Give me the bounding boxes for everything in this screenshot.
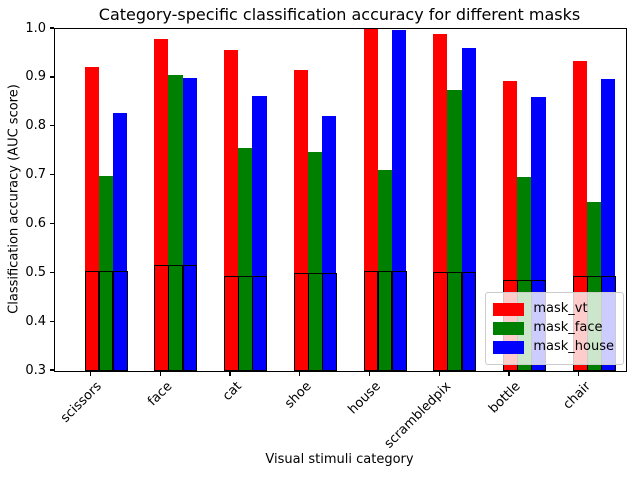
bar-mask_vt-scissors — [84, 67, 99, 371]
chance-box-scissors-mask_face — [98, 270, 114, 371]
y-tick-label-1.0: 1.0 — [25, 20, 46, 36]
x-tick-mark — [508, 371, 510, 376]
chance-box-face-mask_vt — [154, 264, 170, 371]
bar-mask_house-scissors — [112, 113, 128, 371]
y-tick-mark — [50, 125, 54, 127]
legend-entry-mask_face: mask_face — [493, 320, 614, 336]
y-tick-mark — [50, 76, 54, 78]
y-tick-label-0.9: 0.9 — [25, 69, 46, 85]
bar-mask_house-face — [182, 77, 197, 371]
chance-box-scissors-mask_vt — [84, 270, 100, 371]
chance-box-face-mask_face — [168, 264, 184, 371]
x-tick-mark — [229, 371, 231, 376]
bar-mask_face-scissors — [98, 175, 113, 371]
bar-mask_vt-face — [154, 38, 169, 371]
x-tick-label-chair: chair — [560, 379, 594, 413]
bar-mask_house-house — [391, 29, 407, 371]
y-tick-mark — [50, 173, 54, 176]
chance-box-scissors-mask_house — [112, 270, 128, 371]
legend-swatch-mask_vt — [493, 302, 525, 316]
chart-title: Category-specific classification accurac… — [98, 5, 581, 24]
y-tick-label-0.6: 0.6 — [25, 215, 46, 231]
x-tick-mark — [89, 371, 92, 376]
legend-label-mask_house: mask_house — [533, 339, 614, 354]
x-tick-label-scrambledpix: scrambledpix — [381, 379, 454, 452]
legend-swatch-mask_face — [493, 321, 525, 335]
x-tick-mark — [368, 371, 371, 376]
bar-mask_face-scrambledpix — [447, 89, 462, 371]
x-tick-mark — [578, 371, 580, 376]
bar-mask_face-shoe — [307, 152, 323, 371]
y-tick-mark — [50, 27, 54, 29]
legend: mask_vt mask_face mask_house — [485, 292, 624, 365]
chance-box-scrambledpix-mask_face — [447, 272, 463, 371]
x-tick-label-bottle: bottle — [486, 379, 524, 417]
legend-swatch-mask_house — [493, 340, 525, 354]
chance-box-scrambledpix-mask_house — [461, 272, 477, 371]
chance-box-cat-mask_vt — [224, 276, 239, 371]
chance-box-shoe-mask_house — [322, 273, 337, 371]
bar-mask_house-cat — [252, 95, 267, 371]
y-tick-mark — [50, 369, 54, 371]
x-tick-mark — [159, 371, 161, 376]
bar-mask_face-face — [168, 75, 183, 371]
bar-mask_face-cat — [238, 147, 253, 371]
legend-label-mask_face: mask_face — [533, 320, 603, 335]
chance-box-cat-mask_house — [252, 276, 268, 371]
y-tick-label-0.8: 0.8 — [25, 118, 46, 134]
bar-mask_vt-shoe — [293, 69, 308, 371]
bar-mask_face-house — [377, 169, 392, 371]
bar-mask_house-shoe — [322, 116, 337, 371]
chance-box-scrambledpix-mask_vt — [433, 272, 449, 371]
x-tick-label-house: house — [345, 379, 385, 418]
legend-entry-mask_house: mask_house — [493, 339, 614, 355]
chance-box-shoe-mask_face — [307, 273, 323, 371]
x-tick-label-scissors: scissors — [58, 379, 106, 426]
x-tick-label-shoe: shoe — [281, 379, 315, 412]
legend-entry-mask_vt: mask_vt — [493, 301, 614, 317]
chance-box-house-mask_house — [391, 270, 407, 371]
y-tick-mark — [50, 320, 54, 322]
x-tick-mark — [438, 371, 440, 376]
y-tick-label-0.3: 0.3 — [25, 362, 46, 378]
x-tick-label-face: face — [144, 379, 175, 410]
y-tick-label-0.5: 0.5 — [25, 264, 46, 280]
y-tick-label-0.4: 0.4 — [25, 313, 46, 329]
y-tick-mark — [50, 222, 54, 225]
y-tick-mark — [50, 271, 54, 273]
chance-box-house-mask_vt — [363, 270, 379, 371]
bar-mask_vt-house — [363, 29, 378, 371]
legend-label-mask_vt: mask_vt — [533, 301, 588, 316]
x-tick-mark — [299, 371, 301, 376]
chance-box-shoe-mask_vt — [293, 273, 309, 371]
y-tick-label-0.7: 0.7 — [25, 167, 46, 183]
plot-area: mask_vt mask_face mask_house — [54, 28, 627, 372]
bar-mask_vt-cat — [224, 50, 239, 371]
bar-mask_vt-scrambledpix — [433, 33, 448, 371]
x-axis-label: Visual stimuli category — [265, 452, 414, 467]
x-tick-label-cat: cat — [219, 379, 245, 404]
chance-box-cat-mask_face — [238, 276, 253, 371]
chance-box-house-mask_face — [377, 270, 393, 371]
chance-box-face-mask_house — [182, 264, 198, 371]
bar-mask_house-scrambledpix — [461, 47, 476, 371]
